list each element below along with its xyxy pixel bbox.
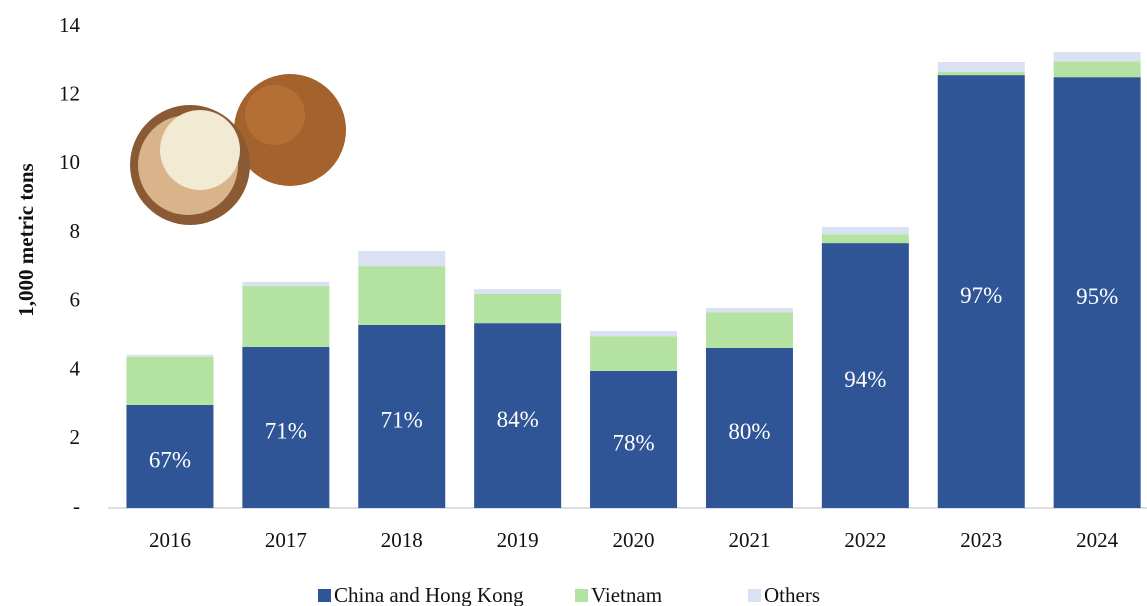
bar-segment [242, 281, 330, 287]
y-tick-label: 12 [59, 82, 80, 106]
x-tick-label: 2022 [844, 528, 886, 552]
bar-segment [358, 251, 446, 267]
x-tick-label: 2016 [149, 528, 191, 552]
x-tick-label: 2018 [381, 528, 423, 552]
x-tick-label: 2021 [728, 528, 770, 552]
bar-segment [937, 75, 1025, 508]
y-tick-label: 10 [59, 150, 80, 174]
legend-swatch [318, 589, 331, 602]
x-tick-label: 2017 [265, 528, 307, 552]
bar-segment [474, 289, 562, 294]
bar-segment [821, 243, 909, 508]
x-tick-label: 2024 [1076, 528, 1119, 552]
bar-segment [705, 312, 793, 348]
y-tick-label: 6 [70, 288, 81, 312]
share-label: 97% [960, 283, 1002, 308]
share-label: 71% [265, 419, 307, 444]
x-tick-label: 2023 [960, 528, 1002, 552]
y-tick-label: 2 [70, 425, 81, 449]
x-tick-label: 2019 [497, 528, 539, 552]
kernel [160, 110, 240, 190]
bar-segment [1053, 52, 1141, 62]
bar-segment [474, 293, 562, 324]
y-tick-label: 4 [70, 356, 81, 380]
macadamia-illustration [130, 74, 346, 225]
legend-label: China and Hong Kong [334, 583, 524, 606]
share-label: 78% [612, 431, 654, 456]
bar-segment [474, 323, 562, 508]
bar-segment [1053, 77, 1141, 508]
bar-segment [1053, 61, 1141, 78]
y-axis-title: 1,000 metric tons [14, 163, 38, 316]
bar-segment [126, 356, 214, 405]
bar-segment [590, 370, 678, 508]
bar-segment [358, 324, 446, 508]
y-tick-label: 8 [70, 219, 81, 243]
bar-segment [590, 336, 678, 371]
nut-highlight [245, 85, 305, 145]
bar-segment [937, 72, 1025, 76]
share-label: 71% [381, 408, 423, 433]
bar-segment [126, 404, 214, 508]
share-label: 94% [844, 367, 886, 392]
bar-segment [590, 331, 678, 337]
legend-swatch [748, 589, 761, 602]
x-tick-label: 2020 [613, 528, 655, 552]
share-label: 67% [149, 448, 191, 473]
legend-label: Vietnam [591, 583, 662, 606]
bar-segment [242, 346, 330, 508]
bar-segment [821, 234, 909, 244]
share-label: 95% [1076, 284, 1118, 309]
bar-segment [242, 286, 330, 347]
y-tick-label: 14 [59, 13, 81, 37]
y-tick-label: - [73, 494, 80, 518]
legend-swatch [575, 589, 588, 602]
share-label: 80% [728, 419, 770, 444]
legend-label: Others [764, 583, 820, 606]
bar-segment [821, 226, 909, 235]
bar-segment [358, 266, 446, 325]
bar-segment [126, 354, 214, 357]
bar-segment [705, 347, 793, 508]
bar-segment [705, 308, 793, 313]
bar-segment [937, 62, 1025, 73]
share-label: 84% [497, 407, 539, 432]
